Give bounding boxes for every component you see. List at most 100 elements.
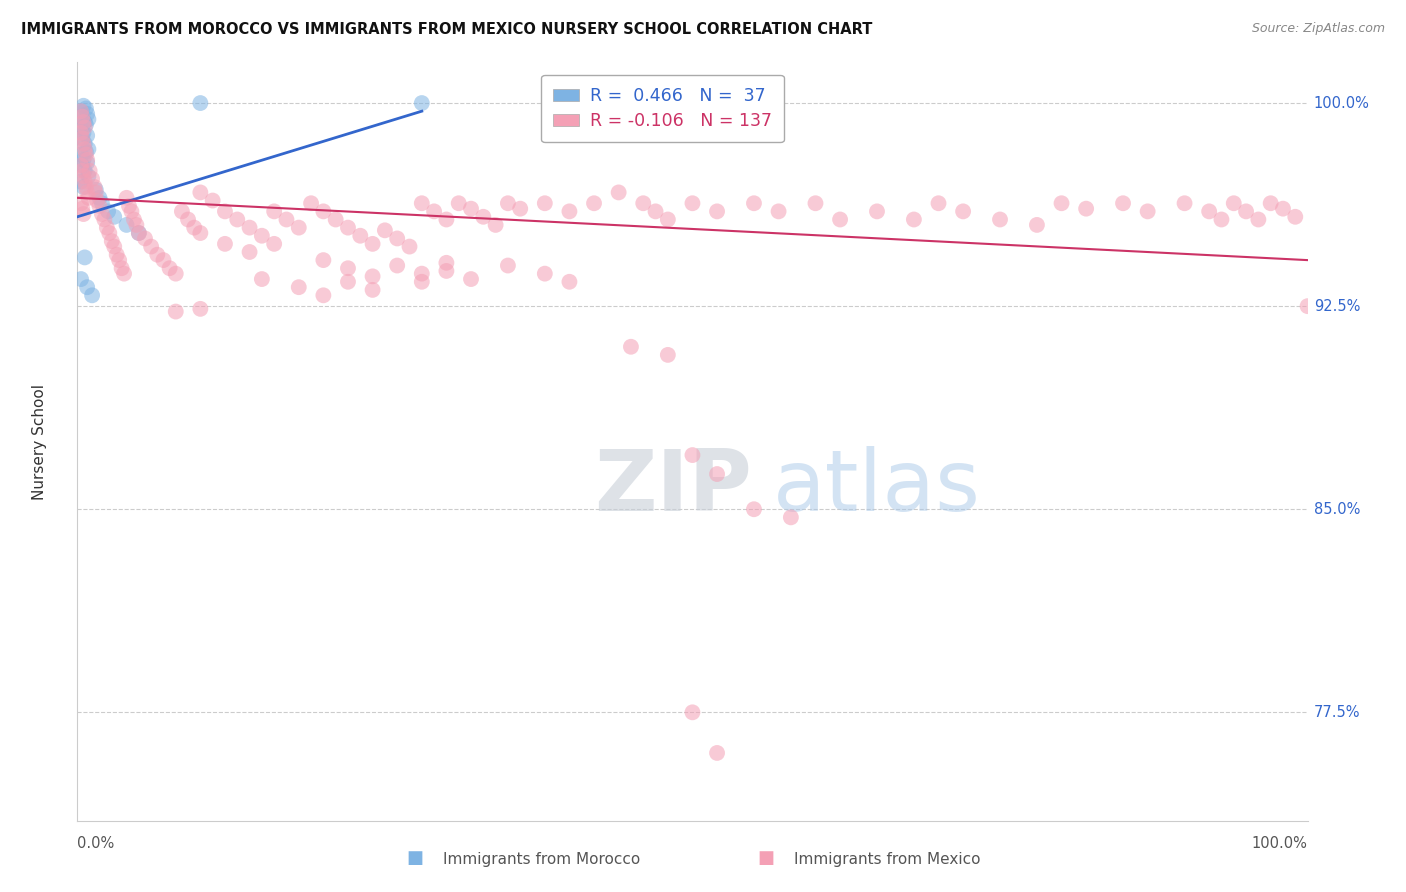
Point (374, 223, 396, 237)
Point (73, 175, 96, 189)
Point (72, 169, 94, 183)
Point (312, 253, 335, 268)
Point (159, 261, 181, 276)
Point (226, 212, 249, 227)
Point (73, 115, 96, 129)
Point (214, 204, 236, 219)
Point (70, 120, 93, 135)
Point (509, 202, 531, 216)
Point (472, 210, 495, 224)
Point (70, 131, 93, 145)
Point (141, 239, 163, 253)
Point (1284, 210, 1306, 224)
Point (76, 155, 98, 169)
Point (436, 212, 458, 227)
Point (337, 220, 360, 235)
Point (299, 196, 322, 211)
Point (633, 196, 655, 211)
Point (312, 288, 335, 302)
Point (70, 147, 93, 161)
Point (239, 244, 262, 259)
Point (534, 196, 557, 211)
Point (70, 158, 93, 172)
Text: IMMIGRANTS FROM MOROCCO VS IMMIGRANTS FROM MEXICO NURSERY SCHOOL CORRELATION CHA: IMMIGRANTS FROM MOROCCO VS IMMIGRANTS FR… (21, 22, 873, 37)
Point (96, 220, 118, 235)
Point (77, 142, 100, 156)
Point (1211, 212, 1233, 227)
Point (239, 220, 262, 235)
Point (122, 212, 145, 227)
Point (288, 220, 311, 235)
Point (768, 204, 790, 219)
Legend: R =  0.466   N =  37, R = -0.106   N = 137: R = 0.466 N = 37, R = -0.106 N = 137 (541, 75, 785, 142)
Point (201, 194, 224, 208)
Point (706, 467, 728, 481)
Point (112, 267, 135, 281)
Point (76, 128, 98, 143)
Point (411, 267, 433, 281)
Point (337, 275, 360, 289)
Point (780, 510, 803, 524)
Text: 85.0%: 85.0% (1313, 501, 1360, 516)
Point (398, 239, 420, 253)
Point (83, 180, 105, 194)
Point (496, 196, 519, 211)
Point (76, 153, 98, 167)
Point (111, 261, 132, 276)
Point (250, 272, 273, 286)
Text: ■: ■ (406, 849, 423, 867)
Point (125, 218, 148, 232)
Point (98, 226, 121, 240)
Point (152, 253, 174, 268)
Point (188, 96, 212, 111)
Point (385, 231, 409, 245)
Point (657, 348, 679, 362)
Point (349, 228, 371, 243)
Text: Immigrants from Mexico: Immigrants from Mexico (794, 852, 981, 867)
Point (1223, 196, 1246, 211)
Point (337, 261, 360, 276)
Point (73, 136, 96, 151)
Point (79, 163, 101, 178)
Point (170, 204, 193, 219)
Point (75, 180, 97, 194)
Point (165, 267, 187, 281)
Text: 77.5%: 77.5% (1313, 705, 1360, 720)
Point (72, 153, 94, 167)
Point (866, 204, 889, 219)
Point (73, 163, 96, 178)
Point (423, 204, 446, 219)
Point (72, 136, 94, 151)
Point (263, 236, 285, 251)
Point (1076, 202, 1098, 216)
Point (75, 118, 97, 132)
Point (436, 256, 458, 270)
Point (165, 304, 187, 318)
Point (77, 191, 100, 205)
Point (928, 196, 950, 211)
Point (90, 207, 114, 221)
Point (361, 283, 384, 297)
Point (411, 96, 433, 111)
Point (72, 180, 94, 194)
Point (742, 196, 765, 211)
Point (70, 131, 93, 145)
Point (682, 706, 704, 720)
Point (70, 272, 93, 286)
Point (75, 102, 97, 116)
Point (89, 191, 111, 205)
Point (105, 248, 128, 262)
Point (70, 110, 93, 124)
Point (644, 204, 666, 219)
Point (76, 186, 98, 200)
Point (583, 196, 606, 211)
Point (121, 204, 143, 219)
Point (1112, 196, 1135, 211)
Point (103, 239, 125, 253)
Point (903, 212, 925, 227)
Point (128, 226, 150, 240)
Point (742, 502, 765, 516)
Point (485, 218, 508, 232)
Point (70, 196, 93, 211)
Point (84, 183, 107, 197)
